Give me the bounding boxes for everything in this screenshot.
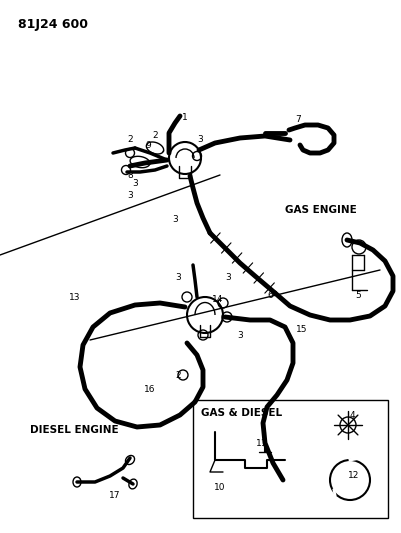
Text: DIESEL ENGINE: DIESEL ENGINE [30, 425, 119, 435]
Text: 10: 10 [214, 483, 226, 492]
Text: 1: 1 [182, 112, 188, 122]
Text: 14: 14 [212, 295, 224, 304]
Text: 4: 4 [349, 410, 355, 419]
Text: 2: 2 [127, 135, 133, 144]
Text: 3: 3 [237, 330, 243, 340]
Text: 3: 3 [127, 190, 133, 199]
Text: 13: 13 [69, 294, 81, 303]
Text: 3: 3 [172, 215, 178, 224]
Text: 7: 7 [295, 116, 301, 125]
Text: 6: 6 [267, 290, 273, 300]
Text: 11: 11 [256, 439, 268, 448]
Text: 16: 16 [144, 385, 156, 394]
Text: 2: 2 [152, 131, 158, 140]
Text: 12: 12 [348, 471, 360, 480]
Text: 9: 9 [145, 141, 151, 149]
Text: 3: 3 [132, 179, 138, 188]
Text: 17: 17 [109, 490, 121, 499]
Text: 2: 2 [175, 370, 181, 379]
Text: 8: 8 [127, 171, 133, 180]
Text: 5: 5 [355, 290, 361, 300]
Text: GAS ENGINE: GAS ENGINE [285, 205, 357, 215]
Text: 81J24 600: 81J24 600 [18, 18, 88, 31]
Text: 3: 3 [197, 135, 203, 144]
Text: 3: 3 [225, 273, 231, 282]
Text: 15: 15 [296, 326, 308, 335]
Text: 3: 3 [175, 273, 181, 282]
Text: GAS & DIESEL: GAS & DIESEL [201, 408, 282, 418]
Bar [193, 400, 388, 518]
